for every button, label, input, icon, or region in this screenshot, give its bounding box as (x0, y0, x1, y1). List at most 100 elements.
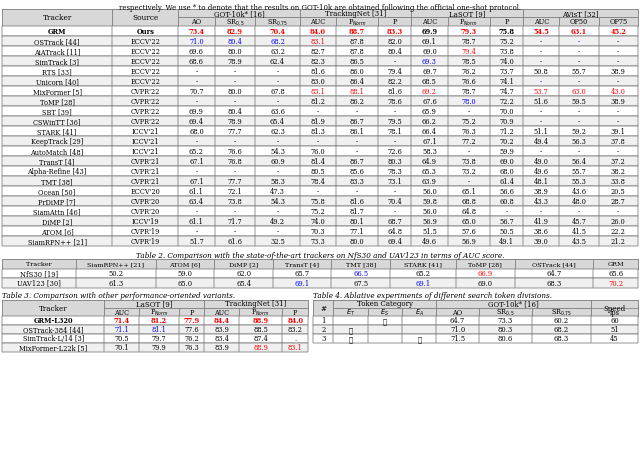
Text: SR$_{0.5}$: SR$_{0.5}$ (226, 17, 244, 28)
Text: SR$_{0.5}$: SR$_{0.5}$ (496, 307, 515, 317)
Text: 86.5: 86.5 (349, 58, 364, 66)
Text: 61.1: 61.1 (189, 218, 204, 225)
Text: 38.9: 38.9 (534, 188, 548, 196)
Bar (2, 226, 638, 236)
Text: 33.8: 33.8 (611, 178, 626, 185)
Bar (523, 18, 559, 27)
Text: 69.0: 69.0 (422, 48, 436, 56)
Text: 71.0: 71.0 (189, 38, 204, 46)
Text: SimTrack [3]: SimTrack [3] (35, 58, 79, 66)
Text: 60.8: 60.8 (499, 197, 514, 206)
Bar (336, 177, 378, 187)
Bar (447, 27, 490, 37)
Bar (390, 269, 456, 279)
Bar (598, 77, 638, 87)
Bar (2, 269, 76, 279)
Bar (378, 67, 412, 77)
Bar (300, 167, 336, 177)
Text: 38.9: 38.9 (611, 68, 626, 76)
Bar (378, 226, 412, 236)
Text: 43.6: 43.6 (572, 188, 586, 196)
Text: 69.0: 69.0 (478, 279, 493, 287)
Text: P$_{Norm}$: P$_{Norm}$ (252, 307, 270, 317)
Bar (591, 316, 638, 325)
Text: 68.5: 68.5 (422, 78, 437, 86)
Bar (300, 117, 336, 127)
Text: 82.0: 82.0 (387, 38, 402, 46)
Text: SiamRPN++ [21]: SiamRPN++ [21] (28, 237, 86, 246)
Bar (336, 196, 378, 207)
Bar (112, 137, 179, 147)
Bar (332, 259, 390, 269)
Bar (2, 325, 104, 334)
Text: -: - (617, 108, 620, 116)
Text: GRM-L320: GRM-L320 (33, 317, 73, 325)
Bar (436, 325, 479, 334)
Bar (300, 187, 336, 196)
Text: 72.2: 72.2 (499, 98, 514, 106)
Text: 83.4: 83.4 (214, 335, 229, 343)
Text: -: - (578, 58, 580, 66)
Bar (598, 196, 638, 207)
Text: ECCV'22: ECCV'22 (131, 68, 160, 76)
Text: LaSOT [9]: LaSOT [9] (136, 300, 173, 308)
Bar (598, 18, 638, 27)
Bar (532, 325, 591, 334)
Text: 3: 3 (321, 335, 325, 343)
Text: 68.8: 68.8 (461, 197, 476, 206)
Text: 78.7: 78.7 (461, 88, 476, 96)
Bar (104, 334, 139, 343)
Bar (2, 157, 112, 167)
Text: 65.0: 65.0 (178, 279, 193, 287)
Text: 78.3: 78.3 (387, 168, 402, 176)
Text: ECCV'22: ECCV'22 (131, 48, 160, 56)
Bar (139, 325, 179, 334)
Bar (336, 137, 378, 147)
Bar (490, 117, 523, 127)
Bar (378, 47, 412, 57)
Text: 82.2: 82.2 (387, 78, 402, 86)
Bar (336, 147, 378, 157)
Text: 70.2: 70.2 (499, 138, 514, 146)
Bar (273, 269, 332, 279)
Text: -: - (578, 38, 580, 46)
Bar (300, 47, 336, 57)
Text: -: - (317, 188, 319, 196)
Text: -: - (234, 78, 236, 86)
Text: 69.9: 69.9 (189, 108, 204, 116)
Bar (2, 47, 638, 57)
Bar (378, 77, 412, 87)
Bar (523, 147, 559, 157)
Text: 66.4: 66.4 (422, 128, 437, 136)
Bar (598, 67, 638, 77)
Bar (412, 157, 447, 167)
Text: 88.7: 88.7 (349, 28, 365, 36)
Text: 55.7: 55.7 (572, 168, 586, 176)
Bar (2, 279, 76, 288)
Text: 75.8: 75.8 (310, 197, 325, 206)
Bar (523, 87, 559, 97)
Bar (523, 27, 559, 37)
Text: DiMP [2]: DiMP [2] (229, 262, 259, 267)
Text: 67.8: 67.8 (270, 88, 285, 96)
Bar (378, 107, 412, 117)
Bar (490, 107, 523, 117)
Text: 43.0: 43.0 (611, 88, 626, 96)
Bar (2, 167, 112, 177)
Text: 57.6: 57.6 (461, 228, 476, 235)
Bar (2, 67, 112, 77)
Text: 83.3: 83.3 (387, 28, 403, 36)
Text: 60.2: 60.2 (554, 317, 569, 325)
Bar (368, 316, 402, 325)
Text: 79.9: 79.9 (152, 344, 166, 352)
Bar (300, 207, 336, 217)
Bar (2, 117, 112, 127)
Bar (179, 147, 214, 157)
Bar (2, 196, 112, 207)
Text: 76.3: 76.3 (184, 344, 199, 352)
Bar (2, 196, 638, 207)
Text: 73.8: 73.8 (461, 157, 476, 166)
Bar (179, 308, 204, 316)
Bar (523, 37, 559, 47)
Text: 81.2: 81.2 (310, 98, 325, 106)
